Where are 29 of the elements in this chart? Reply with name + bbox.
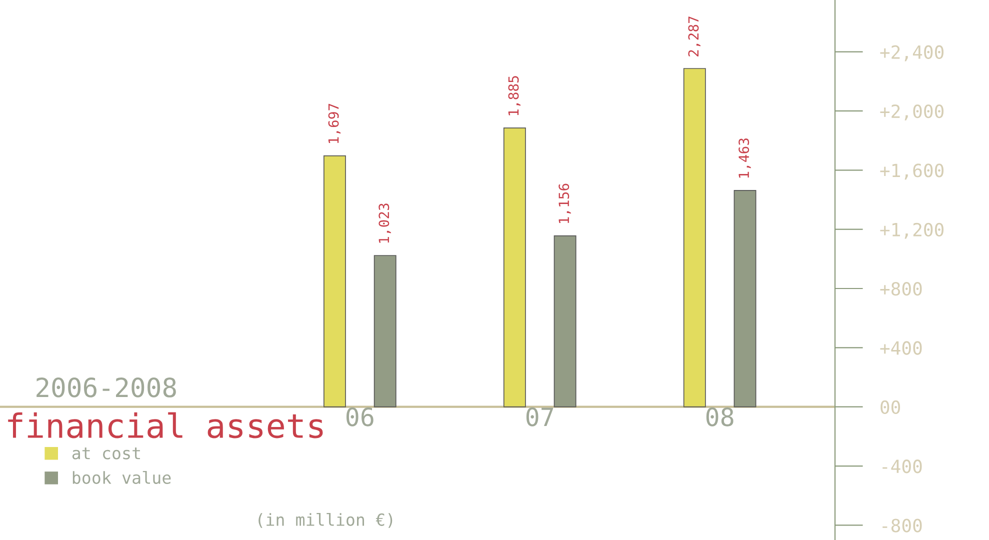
text: 2006-2008 <box>36 377 176 398</box>
y-tick-label: +1,200 <box>880 222 944 239</box>
text: financial assets <box>8 412 323 438</box>
legend-label: at cost <box>72 447 140 460</box>
bar <box>734 190 756 408</box>
data-label: 1,697 <box>328 104 341 144</box>
bar <box>374 255 396 408</box>
y-tick-label: -400 <box>882 460 922 474</box>
data-label: 2,287 <box>688 16 700 56</box>
bar <box>683 68 706 408</box>
data-label: 1,156 <box>558 184 571 224</box>
y-tick-label: +2,400 <box>880 45 944 62</box>
y-tick-label: +400 <box>880 341 922 355</box>
legend-label: book value <box>72 470 171 484</box>
bar <box>503 128 526 408</box>
data-label: 1,885 <box>508 76 520 116</box>
data-label: 1,023 <box>378 204 391 243</box>
bar <box>324 155 346 408</box>
annotation: (in million €) <box>258 512 392 528</box>
data-label: 1,463 <box>738 138 751 178</box>
y-tick-label: 00 <box>880 400 900 414</box>
y-tick-label: +800 <box>880 282 922 296</box>
x-tick-label: 06 <box>346 407 374 426</box>
y-tick-label: -800 <box>882 518 922 532</box>
x-tick-label: 08 <box>706 407 734 426</box>
x-tick-label: 07 <box>526 407 554 426</box>
bar <box>554 235 576 408</box>
y-tick-label: +1,600 <box>880 164 944 180</box>
y-tick-label: +2,000 <box>880 104 944 120</box>
